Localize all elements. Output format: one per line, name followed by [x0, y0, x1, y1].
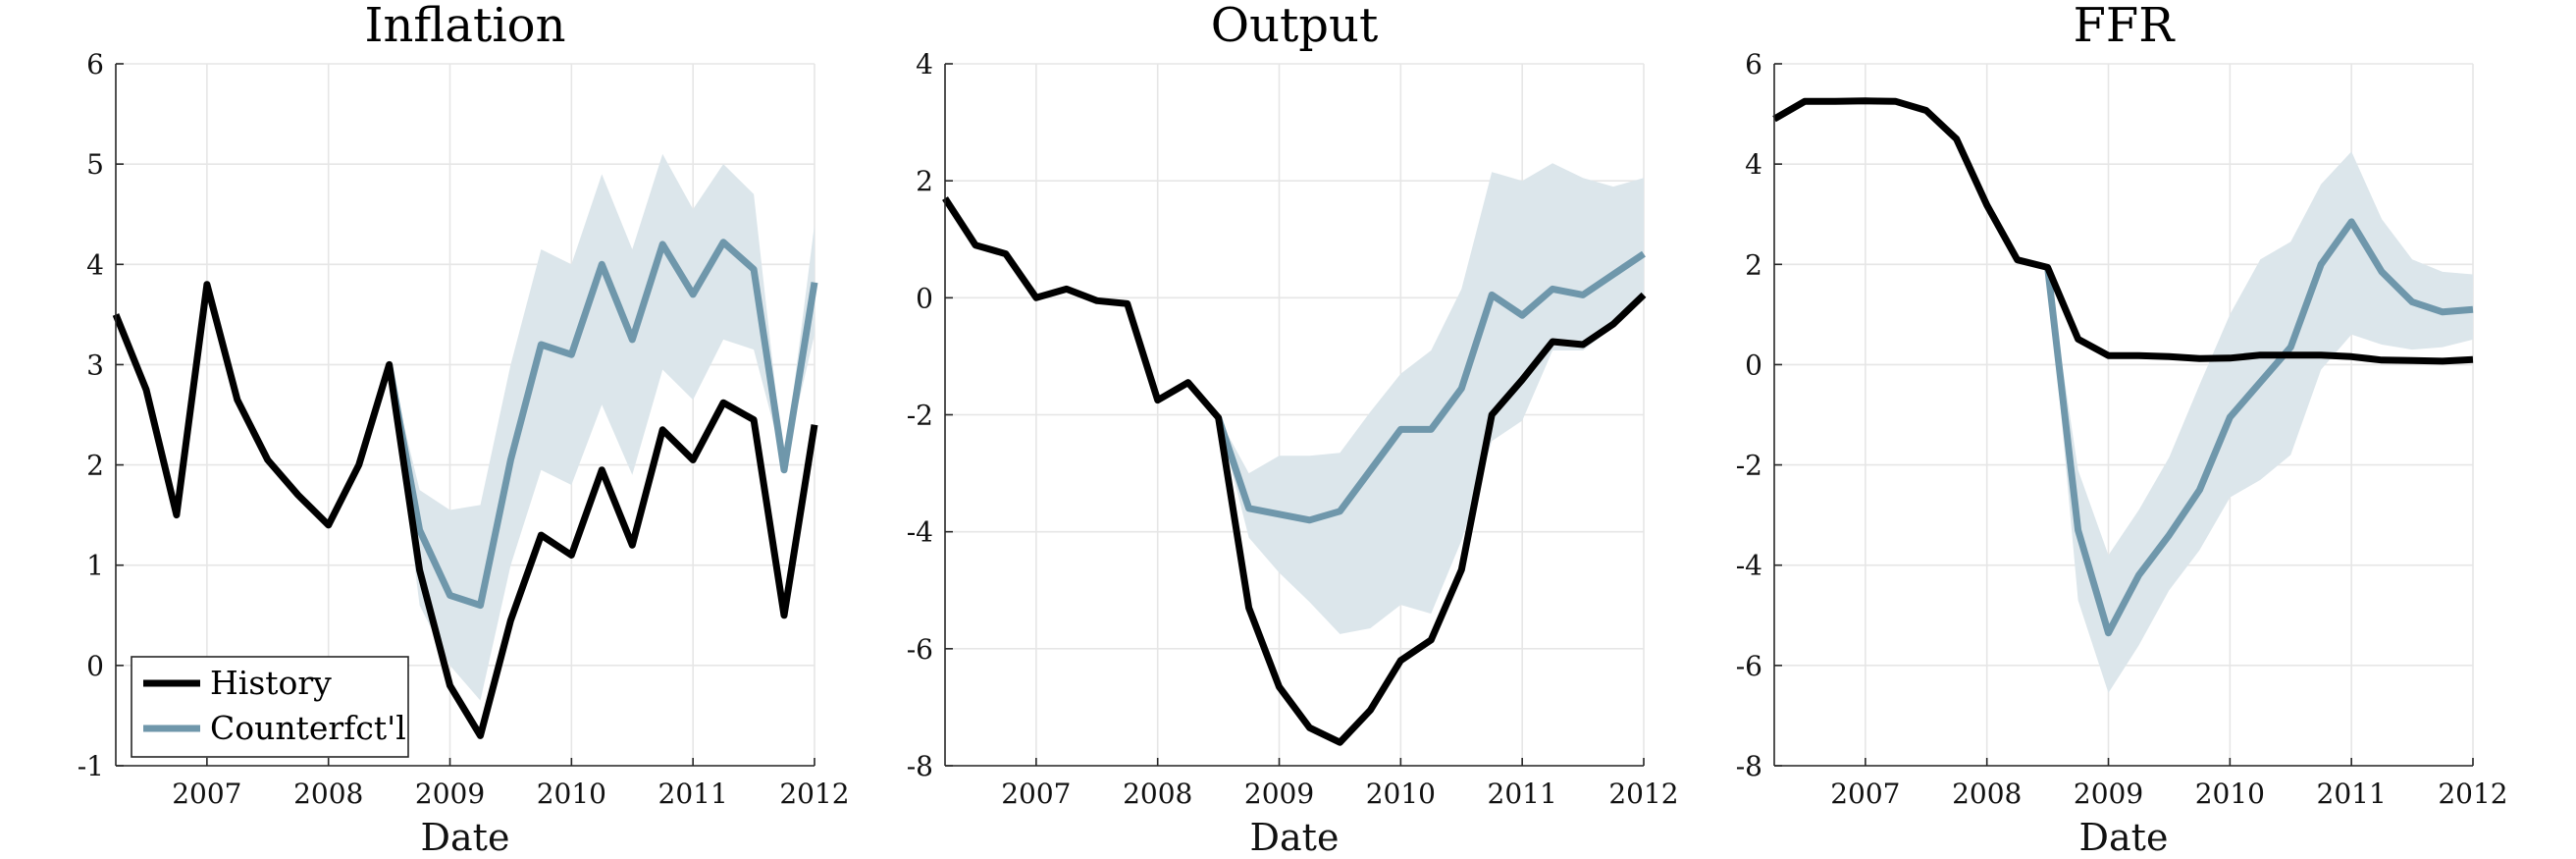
series-line-history — [1772, 97, 2474, 365]
series-line-history — [942, 196, 1647, 746]
chart-title: FFR — [2074, 0, 2177, 53]
y-tick-label: 0 — [916, 282, 933, 314]
x-tick-label: 2007 — [1001, 778, 1071, 810]
x-tick-label: 2012 — [1608, 778, 1678, 810]
x-tick-label: 2012 — [779, 778, 849, 810]
x-tick-label: 2007 — [172, 778, 241, 810]
x-tick-label: 2012 — [2438, 778, 2507, 810]
confidence-band — [1218, 163, 1644, 634]
x-axis-label: Date — [421, 816, 510, 859]
y-tick-label: -4 — [907, 516, 933, 549]
panel-inflation: -1 0 1 2 3 4 5 6 2007 2008 2009 2010 2011 2012 Inflati… — [78, 0, 850, 859]
legend-box — [131, 656, 409, 758]
chart-title: Output — [1211, 0, 1378, 53]
y-tick-label: 0 — [1745, 349, 1762, 381]
x-tick-label: 2008 — [293, 778, 363, 810]
series-line-counterfactual — [2044, 218, 2474, 637]
x-tick-label: 2010 — [2195, 778, 2265, 810]
y-tick-label: -6 — [1736, 650, 1762, 682]
x-tick-label: 2009 — [1244, 778, 1314, 810]
confidence-band — [2047, 151, 2473, 693]
y-tick-label: -6 — [907, 633, 933, 666]
x-tick-label: 2011 — [1488, 778, 1557, 810]
x-tick-label: 2011 — [658, 778, 728, 810]
series-line-counterfactual — [1215, 250, 1646, 524]
x-axis-label: Date — [2079, 816, 2169, 859]
y-tick-label: 4 — [1745, 148, 1762, 181]
legend-label: Counterfct'l — [210, 709, 406, 747]
x-tick-label: 2010 — [1366, 778, 1436, 810]
y-tick-label: 4 — [916, 48, 933, 81]
y-tick-label: 5 — [86, 148, 104, 181]
chart-title: Inflation — [365, 0, 566, 53]
y-tick-label: 0 — [86, 650, 104, 682]
y-tick-label: 4 — [86, 248, 104, 281]
y-tick-label: -4 — [1736, 550, 1762, 582]
y-tick-label: 6 — [86, 48, 104, 81]
y-tick-label: -8 — [907, 750, 933, 782]
series-line-counterfactual — [386, 239, 818, 610]
y-tick-label: 2 — [1745, 248, 1762, 281]
legend-label: History — [210, 664, 332, 702]
y-tick-label: 3 — [86, 349, 104, 381]
x-tick-label: 2007 — [1830, 778, 1900, 810]
y-tick-label: -1 — [78, 750, 104, 782]
y-tick-label: -2 — [1736, 450, 1762, 482]
panel-output: -8 -6 -4 -2 0 2 4 2007 2008 2009 2010 2011 2012 Outpu… — [907, 0, 1679, 859]
x-tick-label: 2010 — [537, 778, 606, 810]
y-tick-label: 1 — [86, 550, 104, 582]
y-tick-label: -8 — [1736, 750, 1762, 782]
x-axis-label: Date — [1250, 816, 1340, 859]
y-tick-label: -2 — [907, 400, 933, 432]
y-tick-label: 2 — [86, 450, 104, 482]
series-line-history — [112, 281, 818, 739]
x-tick-label: 2008 — [1123, 778, 1192, 810]
y-tick-label: 6 — [1745, 48, 1762, 81]
panel-ffr: -8 -6 -4 -2 0 2 4 6 2007 2008 2009 2010 2011 2012 FFR D… — [1736, 0, 2508, 859]
x-tick-label: 2008 — [1952, 778, 2022, 810]
y-tick-label: 2 — [916, 165, 933, 197]
confidence-band — [389, 153, 815, 701]
legend: History Counterfct'l — [131, 656, 409, 758]
x-tick-label: 2009 — [415, 778, 485, 810]
x-tick-label: 2009 — [2074, 778, 2143, 810]
x-tick-label: 2011 — [2317, 778, 2387, 810]
